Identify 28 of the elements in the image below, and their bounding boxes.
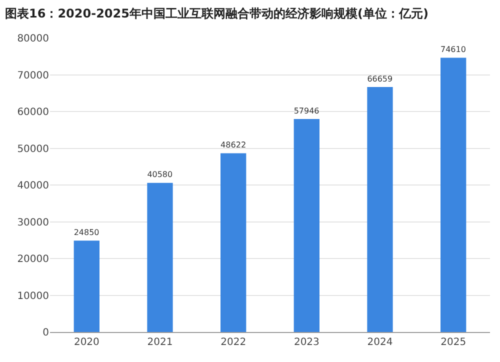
bar <box>440 58 466 332</box>
x-tick-label: 2022 <box>220 337 246 348</box>
y-tick-label: 40000 <box>17 180 49 192</box>
y-tick-label: 50000 <box>17 144 49 155</box>
y-tick-label: 60000 <box>17 107 49 118</box>
chart-title: 图表16：2020-2025年中国工业互联网融合带动的经济影响规模(单位：亿元) <box>5 6 428 20</box>
data-label: 57946 <box>294 106 320 116</box>
y-tick-label: 20000 <box>17 254 49 265</box>
data-label: 24850 <box>74 228 100 238</box>
x-tick-label: 2023 <box>294 337 320 348</box>
data-label: 74610 <box>440 45 466 54</box>
bar <box>74 240 100 332</box>
data-label: 66659 <box>367 74 393 84</box>
bar <box>367 87 393 332</box>
y-tick-label: 10000 <box>17 290 49 302</box>
y-tick-label: 80000 <box>17 34 49 44</box>
data-label: 48622 <box>220 140 246 150</box>
bar <box>294 119 320 332</box>
y-tick-label: 70000 <box>17 70 49 82</box>
bar <box>220 153 246 332</box>
y-tick-label: 30000 <box>17 217 49 228</box>
x-tick-label: 2024 <box>367 337 393 348</box>
x-tick-label: 2020 <box>74 337 100 348</box>
data-label: 40580 <box>147 170 173 180</box>
x-tick-label: 2021 <box>147 337 173 348</box>
y-tick-label: 0 <box>42 328 49 338</box>
x-tick-label: 2025 <box>440 337 466 348</box>
bar <box>147 182 173 332</box>
